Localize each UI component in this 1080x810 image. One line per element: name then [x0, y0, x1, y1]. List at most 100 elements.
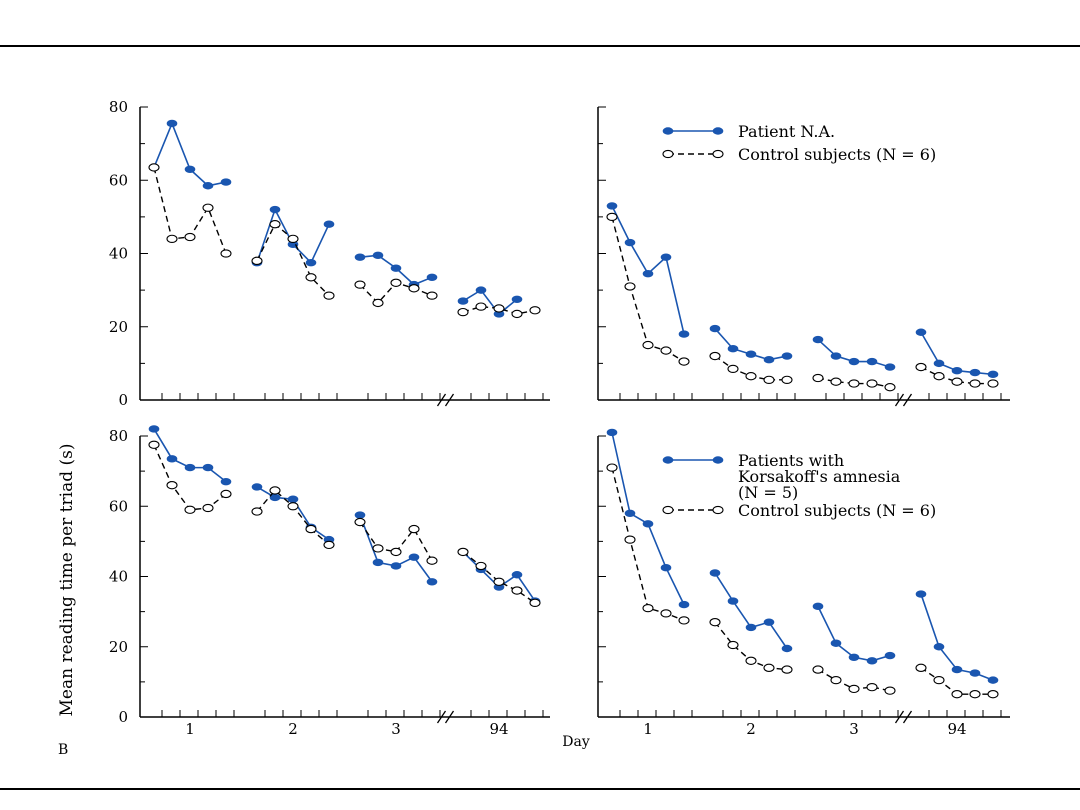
control-data-point [202, 203, 214, 212]
x-axis-label: Day [562, 734, 590, 750]
axis-break-mark [902, 393, 913, 407]
axis-break-mark [902, 710, 913, 724]
control-data-point [866, 379, 878, 388]
control-series-line [611, 467, 685, 622]
control-data-point [660, 346, 672, 355]
control-data-point [408, 284, 420, 293]
y-tick-label: 20 [109, 318, 128, 336]
patient-data-point [202, 463, 214, 472]
y-tick-label: 40 [109, 568, 128, 586]
patient-data-point [305, 258, 317, 267]
patient-data-point [184, 463, 196, 472]
axis-break-mark [444, 393, 455, 407]
axis-break-mark [436, 710, 447, 724]
control-data-point [184, 232, 196, 242]
control-data-point [709, 618, 721, 627]
control-data-point [709, 351, 721, 361]
axis-break-mark [436, 393, 447, 407]
control-data-point [951, 377, 963, 386]
legend-label: Patients with [738, 451, 844, 470]
control-data-point [269, 486, 281, 495]
control-data-point [763, 663, 775, 672]
top-rule [0, 45, 1080, 47]
patient-data-point [354, 253, 366, 261]
patient-data-point [915, 328, 927, 336]
patient-data-point [148, 425, 160, 433]
control-data-point [745, 372, 757, 381]
control-data-point [812, 373, 824, 383]
control-data-point [884, 686, 896, 695]
patient-series-line [153, 428, 227, 483]
patient-data-point [812, 602, 824, 611]
patient-data-point [642, 520, 654, 528]
control-data-point [987, 690, 999, 699]
control-data-point [866, 682, 878, 692]
y-tick-label: 60 [109, 497, 128, 515]
control-data-point [830, 377, 842, 386]
control-data-point [951, 690, 963, 699]
patient-data-point [727, 597, 739, 605]
control-data-point [830, 675, 842, 685]
control-data-point [727, 364, 739, 374]
patient-data-point [915, 590, 927, 598]
patient-data-point [390, 562, 402, 570]
x-tick-label: 3 [849, 720, 859, 738]
control-data-point [678, 616, 690, 625]
patient-data-point [884, 651, 896, 660]
patient-data-point [202, 182, 214, 190]
legend-label: Patient N.A. [738, 122, 835, 141]
control-data-point [475, 302, 487, 311]
control-data-point [148, 163, 160, 172]
patient-data-point [372, 558, 384, 567]
patient-series-line [462, 289, 518, 316]
legend-marker [712, 149, 724, 159]
patient-data-point [390, 264, 402, 272]
control-data-point [969, 690, 981, 699]
control-data-point [305, 273, 317, 282]
panel-letter: B [58, 742, 68, 758]
panel-bottom-left: 0 20 40 60 80 1 2 3 94 [109, 425, 550, 738]
y-tick-label: 80 [109, 427, 128, 445]
control-data-point [511, 309, 523, 319]
control-data-point [529, 306, 541, 315]
y-tick-label: 80 [109, 98, 128, 116]
control-data-point [915, 663, 927, 672]
patient-data-point [830, 639, 842, 647]
legend-marker [662, 505, 674, 515]
patient-data-point [678, 330, 690, 338]
control-data-point [493, 304, 505, 313]
legend-marker [662, 149, 674, 159]
control-series-line [462, 551, 536, 604]
control-data-point [166, 234, 178, 243]
patient-data-point [933, 643, 945, 651]
control-data-point [408, 524, 420, 534]
patient-data-point [933, 359, 945, 368]
patient-data-point [866, 657, 878, 665]
patient-data-point [457, 297, 469, 305]
control-data-point [426, 556, 438, 565]
x-tick-label: 1 [643, 720, 653, 738]
control-data-point [763, 375, 775, 385]
patient-data-point [624, 238, 636, 247]
control-data-point [606, 212, 618, 222]
control-data-point [781, 665, 793, 674]
legend-marker [712, 127, 724, 135]
x-tick-label: 3 [391, 720, 401, 738]
patient-data-point [969, 368, 981, 377]
patient-series-line [611, 432, 685, 605]
patient-data-point [781, 352, 793, 360]
patient-data-point [660, 564, 672, 572]
control-data-point [457, 547, 469, 557]
x-tick-label: 2 [746, 720, 756, 738]
patient-data-point [812, 335, 824, 344]
control-data-point [287, 502, 299, 511]
control-data-point [166, 481, 178, 490]
patient-data-point [624, 509, 636, 517]
x-tick-label: 2 [288, 720, 298, 738]
control-data-point [426, 291, 438, 300]
patient-data-point [763, 618, 775, 626]
patient-data-point [511, 571, 523, 579]
patient-series-line [817, 606, 891, 662]
y-axis-label: Mean reading time per triad (s) [57, 444, 77, 717]
